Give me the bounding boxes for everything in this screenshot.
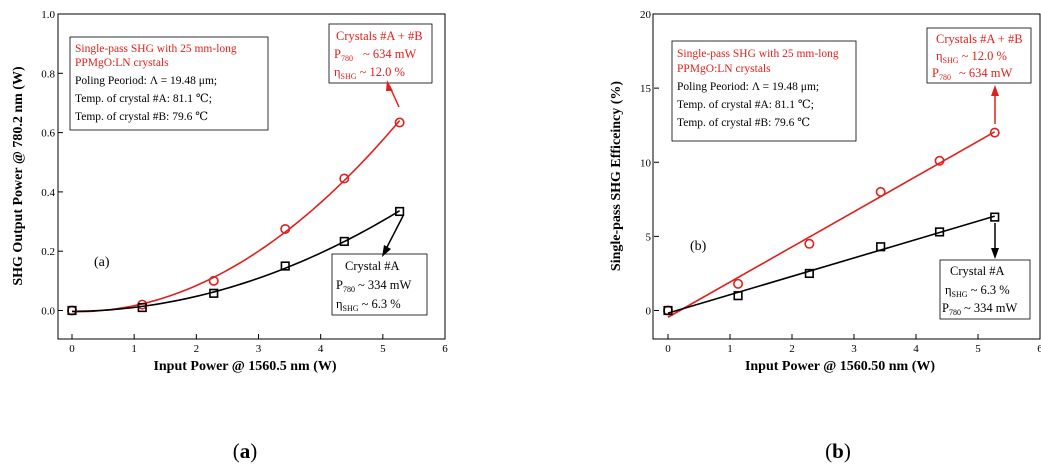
y-tick-label: 10 (640, 157, 652, 169)
info-line-3-a: Poling Peoriod: Λ = 19.48 μm; (75, 75, 217, 87)
y-tick-label: 0 (646, 306, 652, 318)
x-tick-label: 0 (665, 343, 671, 355)
inner-label-a: (a) (94, 255, 110, 270)
x-tick-label: 3 (256, 343, 262, 355)
caption-b: (b) (825, 439, 851, 463)
y-tick-label: 0.6 (41, 128, 55, 140)
y-tick-label: 15 (640, 83, 652, 95)
x-tick-label: 4 (913, 343, 919, 355)
panel-a: 0 1 2 3 4 5 6 0.0 0.2 0.4 0.6 0.8 1.0 Input Power @ … (11, 9, 448, 463)
x-tick-label: 1 (131, 343, 137, 355)
info-line-2-a: PPMgO:LN crystals (75, 57, 169, 69)
x-tick-label: 4 (318, 343, 324, 355)
y-tick-label: 5 (646, 231, 652, 243)
x-tick-label: 2 (194, 343, 200, 355)
x-tick-label: 6 (1037, 343, 1041, 355)
x-tick-label: 2 (789, 343, 795, 355)
arrowhead-red-b (991, 85, 999, 96)
info-line-5-b: Temp. of crystal #B: 79.6 ℃ (677, 117, 810, 129)
info-line-5-a: Temp. of crystal #B: 79.6 ℃ (75, 111, 208, 123)
x-tick-label: 6 (442, 343, 448, 355)
info-line-1-b: Single-pass SHG with 25 mm-long (677, 48, 839, 60)
panel-b: 0 1 2 3 4 5 6 0 5 10 15 20 Input Power @ 1560.50 nm… (609, 9, 1041, 463)
info-line-1-a: Single-pass SHG with 25 mm-long (75, 43, 237, 55)
info-line-2-b: PPMgO:LN crystals (677, 63, 771, 75)
info-line-3-b: Poling Peoriod: Λ = 19.48 μm; (677, 81, 819, 93)
x-tick-label: 1 (727, 343, 733, 355)
y-tick-label: 1.0 (41, 9, 55, 21)
x-axis-label-a: Input Power @ 1560.5 nm (W) (153, 359, 336, 374)
caption-a: (a) (233, 439, 258, 463)
y-tick-label: 0.0 (41, 306, 55, 318)
y-tick-label: 0.8 (41, 68, 55, 80)
inner-label-b: (b) (690, 239, 707, 254)
arrow-black-a (385, 216, 403, 251)
x-axis-label-b: Input Power @ 1560.50 nm (W) (745, 359, 935, 374)
y-tick-label: 0.2 (41, 246, 55, 258)
y-tick-label: 0.4 (41, 187, 55, 199)
arrowhead-black-b (991, 248, 999, 259)
x-tick-label: 0 (69, 343, 75, 355)
y-tick-label: 20 (640, 9, 652, 21)
data-point (664, 306, 672, 314)
x-tick-label: 5 (380, 343, 386, 355)
result-title-red-a: Crystals #A + #B (336, 29, 423, 43)
y-axis-label-b: Single-pass SHG Efficeincy (%) (609, 81, 624, 272)
result-title-black-a: Crystal #A (345, 259, 400, 273)
data-point (734, 280, 742, 288)
data-point (805, 240, 813, 248)
x-tick-label: 5 (975, 343, 981, 355)
data-point (68, 306, 76, 314)
x-tick-label: 3 (851, 343, 857, 355)
data-point (876, 188, 884, 196)
info-line-4-a: Temp. of crystal #A: 81.1 ℃; (75, 93, 212, 105)
result-title-black-b: Crystal #A (950, 264, 1005, 278)
y-axis-label-a: SHG Output Power @ 780.2 nm (W) (11, 66, 26, 286)
info-line-4-b: Temp. of crystal #A: 81.1 ℃; (677, 99, 814, 111)
data-point (395, 118, 403, 126)
result-title-red-b: Crystals #A + #B (936, 32, 1023, 46)
